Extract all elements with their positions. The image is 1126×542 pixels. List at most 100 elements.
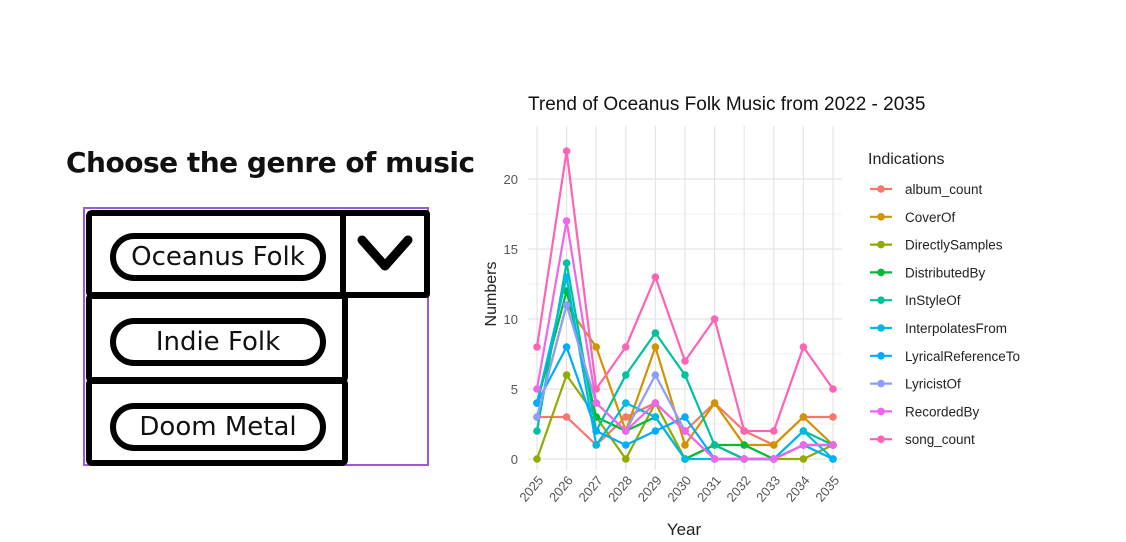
legend-key-point (877, 240, 885, 249)
data-point (533, 413, 541, 421)
y-tick-label: 5 (511, 382, 518, 397)
genre-option-label: Doom Metal (139, 412, 297, 442)
data-point (622, 455, 630, 463)
data-point (770, 427, 778, 435)
legend-key-point (877, 324, 885, 332)
data-point (710, 441, 719, 449)
data-point (651, 427, 660, 435)
x-tick-label: 2030 (664, 473, 694, 505)
data-point (799, 413, 808, 421)
data-point (770, 441, 778, 449)
data-point (740, 427, 748, 435)
data-point (681, 455, 689, 463)
y-tick-label: 15 (504, 242, 518, 257)
data-point (622, 413, 630, 421)
data-point (592, 427, 600, 435)
data-point (622, 399, 630, 407)
chevron-down-icon (357, 235, 413, 271)
legend-label: RecordedBy (905, 404, 980, 419)
data-point (592, 343, 600, 351)
trend-line-chart: Trend of Oceanus Folk Music from 2022 - … (483, 94, 1020, 539)
x-tick-label: 2025 (516, 473, 546, 505)
x-tick-label: 2029 (635, 473, 665, 505)
data-point (651, 273, 660, 281)
data-point (562, 273, 571, 281)
x-axis-label: Year (667, 520, 702, 539)
y-tick-label: 0 (511, 452, 518, 467)
legend-key-point (877, 296, 885, 304)
data-point (622, 371, 630, 379)
dropdown-toggle-button[interactable] (340, 210, 430, 298)
data-point (533, 399, 541, 407)
x-tick-label: 2031 (694, 473, 724, 505)
genre-option-oceanus-folk[interactable]: Oceanus Folk (110, 233, 326, 281)
x-tick-label: 2033 (753, 473, 783, 505)
data-point (651, 413, 660, 421)
data-point (533, 455, 541, 463)
data-point (622, 427, 630, 435)
data-point (681, 357, 689, 365)
genre-option-row[interactable]: Indie Folk (86, 293, 348, 383)
data-point (681, 371, 689, 379)
genre-option-row[interactable]: Doom Metal (86, 378, 348, 466)
data-point (740, 441, 748, 449)
data-point (799, 427, 808, 435)
data-point (651, 399, 660, 407)
data-point (829, 441, 837, 449)
data-point (562, 301, 571, 309)
legend-key-point (877, 185, 885, 193)
data-point (681, 427, 689, 435)
data-point (562, 371, 571, 379)
x-tick-label: 2035 (812, 473, 842, 505)
data-point (651, 343, 660, 351)
data-point (799, 343, 808, 351)
legend-key-point (877, 213, 885, 221)
genre-option-row-selected[interactable]: Oceanus Folk (86, 210, 348, 298)
legend-label: DistributedBy (905, 265, 986, 280)
legend-label: LyricistOf (905, 377, 961, 392)
legend-label: InStyleOf (905, 293, 961, 308)
data-point (592, 441, 600, 449)
legend-key-point (877, 352, 885, 360)
genre-option-indie-folk[interactable]: Indie Folk (110, 318, 326, 366)
genre-option-label: Indie Folk (155, 327, 281, 357)
genre-option-label: Oceanus Folk (131, 242, 305, 272)
data-point (651, 371, 660, 379)
data-point (799, 455, 808, 463)
data-point (681, 441, 689, 449)
legend-label: InterpolatesFrom (905, 321, 1007, 336)
data-point (562, 259, 571, 267)
y-tick-label: 20 (504, 172, 518, 187)
legend-label: LyricalReferenceTo (905, 349, 1020, 364)
data-point (622, 343, 630, 351)
genre-dropdown[interactable]: Oceanus Folk Indie Folk Doom Metal (83, 207, 430, 466)
data-point (592, 399, 600, 407)
data-point (799, 441, 808, 449)
data-point (681, 413, 689, 421)
legend-label: album_count (905, 182, 983, 197)
legend-label: CoverOf (905, 210, 956, 225)
legend-title: Indications (868, 151, 945, 168)
data-point (562, 147, 571, 155)
data-point (829, 455, 837, 463)
data-point (710, 315, 719, 323)
legend-key-point (877, 407, 885, 416)
data-point (770, 455, 778, 463)
data-point (710, 455, 719, 463)
data-point (533, 343, 541, 351)
data-point (651, 329, 660, 337)
legend-label: song_count (905, 432, 975, 447)
x-tick-label: 2026 (546, 473, 576, 505)
series-RecordedBy (533, 217, 837, 463)
x-tick-label: 2027 (575, 473, 605, 505)
legend-key-point (877, 435, 885, 444)
data-point (533, 385, 541, 393)
genre-option-doom-metal[interactable]: Doom Metal (110, 403, 326, 451)
data-point (562, 413, 571, 421)
y-tick-label: 10 (504, 312, 518, 327)
data-point (562, 343, 571, 351)
data-point (710, 399, 719, 407)
data-point (622, 441, 630, 449)
legend: album_count CoverOf DirectlySamples Distrib… (870, 182, 1020, 447)
y-axis-label: Numbers (483, 262, 500, 327)
